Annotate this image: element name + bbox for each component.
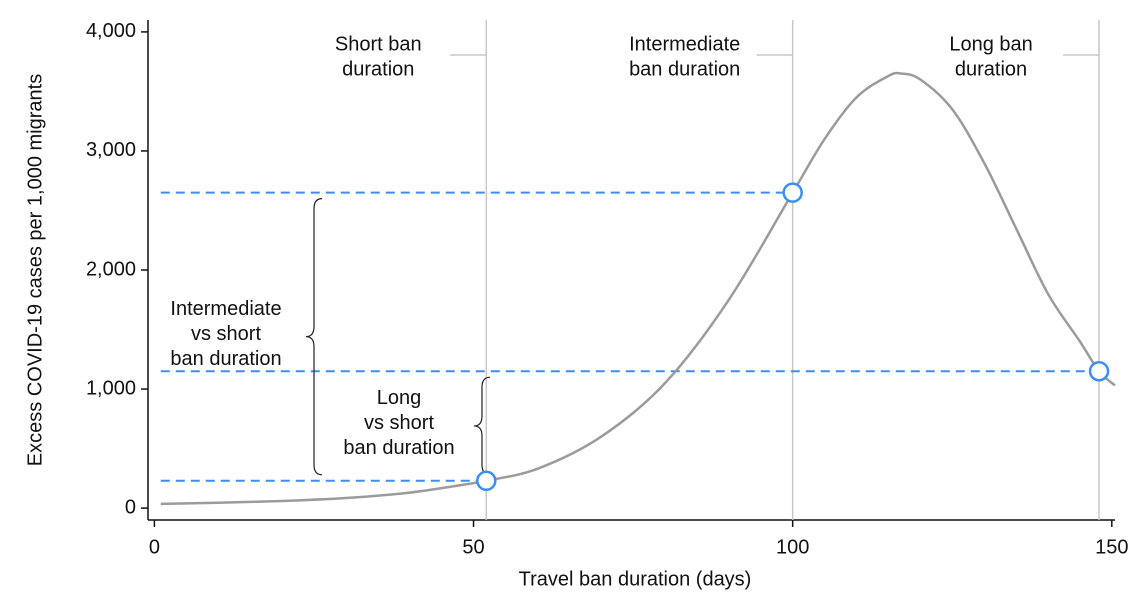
region-label: Long ban [949, 33, 1032, 55]
point [782, 182, 803, 203]
region-label: ban duration [629, 58, 740, 80]
x-axis-label: Travel ban duration (days) [519, 568, 752, 590]
y-axis-label: Excess COVID-19 cases per 1,000 migrants [24, 74, 46, 466]
brace [473, 376, 491, 476]
point [476, 470, 497, 491]
brace-label: ban duration [343, 437, 454, 459]
y-tick-label: 0 [125, 496, 136, 518]
x-tick-label: 0 [149, 536, 160, 558]
y-tick-label: 3,000 [86, 139, 136, 161]
x-tick-label: 150 [1095, 536, 1128, 558]
brace-label: ban duration [170, 348, 281, 370]
x-tick-label: 100 [776, 536, 809, 558]
point [1088, 360, 1110, 382]
region-label: Short ban [335, 33, 422, 55]
y-tick-label: 4,000 [86, 20, 136, 42]
region-label: duration [955, 58, 1027, 80]
curve [160, 71, 1116, 506]
x-tick-label: 50 [462, 536, 484, 558]
brace-label: vs short [364, 412, 434, 434]
brace-label: Long [377, 387, 422, 409]
region-label: Intermediate [629, 33, 740, 55]
y-tick-label: 2,000 [86, 258, 136, 280]
brace-label: vs short [191, 323, 261, 345]
y-tick-label: 1,000 [86, 377, 136, 399]
brace [305, 198, 323, 476]
region-label: duration [342, 58, 414, 80]
brace-label: Intermediate [170, 298, 281, 320]
